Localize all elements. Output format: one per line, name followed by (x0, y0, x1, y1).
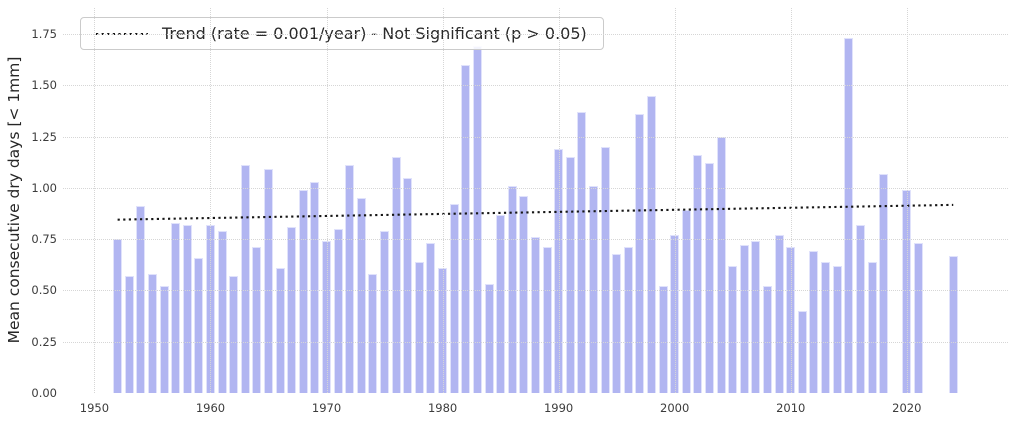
x-tick-label: 2010 (776, 401, 806, 415)
bar-1956 (159, 286, 169, 393)
bar-2004 (716, 136, 726, 393)
bar-1965 (263, 169, 273, 393)
v-gridline (906, 8, 908, 393)
bar-1957 (171, 222, 181, 393)
bar-2013 (821, 261, 831, 393)
bar-1958 (182, 224, 192, 393)
y-tick-label: 0.00 (31, 386, 57, 400)
legend-label: Trend (rate = 0.001/year) - Not Signific… (162, 24, 587, 43)
bar-1979 (426, 243, 436, 393)
bar-1966 (275, 267, 285, 393)
bar-1963 (240, 165, 250, 393)
bar-1989 (542, 247, 552, 393)
bar-2002 (693, 155, 703, 393)
bar-1969 (310, 181, 320, 393)
h-gridline (63, 136, 1008, 138)
y-tick-label: 1.25 (31, 129, 57, 144)
y-tick-label: 1.00 (31, 180, 57, 195)
bar-1992 (577, 111, 587, 393)
bar-2016 (855, 224, 865, 393)
y-tick-label: 1.75 (31, 27, 57, 41)
bar-2011 (797, 310, 807, 393)
bar-2006 (739, 245, 749, 393)
bar-1976 (391, 157, 401, 393)
h-gridline (63, 290, 1008, 292)
bar-1981 (449, 204, 459, 393)
bar-1991 (565, 157, 575, 393)
v-gridline (790, 8, 792, 393)
v-gridline (558, 8, 560, 393)
bar-2008 (763, 286, 773, 393)
bar-2015 (844, 38, 854, 393)
x-tick-label: 1980 (427, 401, 458, 415)
bar-2003 (705, 163, 715, 393)
bar-1954 (136, 206, 146, 393)
bar-1962 (229, 276, 239, 393)
v-gridline (326, 8, 328, 393)
x-tick-label: 1950 (79, 401, 110, 415)
bar-2009 (774, 235, 784, 393)
legend: Trend (rate = 0.001/year) - Not Signific… (80, 17, 604, 50)
h-gridline (63, 34, 1008, 35)
bar-2014 (832, 265, 842, 393)
v-gridline (94, 8, 96, 393)
plot-area: Trend (rate = 0.001/year) - Not Signific… (63, 8, 1008, 393)
x-tick-label: 2020 (892, 401, 922, 415)
bar-2007 (751, 241, 761, 393)
v-gridline (674, 8, 676, 393)
y-tick-label: 1.50 (31, 78, 57, 93)
bar-1972 (345, 165, 355, 393)
y-tick-label: 0.75 (31, 232, 57, 247)
bar-1959 (194, 257, 204, 393)
y-axis-label: Mean consecutive dry days [< 1mm] (5, 56, 23, 344)
bar-1997 (635, 114, 645, 393)
v-gridline (442, 8, 444, 393)
bar-1971 (333, 228, 343, 393)
bar-1955 (147, 274, 157, 393)
bar-1995 (612, 253, 622, 393)
bar-1973 (356, 198, 366, 393)
bar-1967 (287, 226, 297, 393)
bar-2024 (948, 255, 958, 393)
bar-1975 (380, 230, 390, 393)
bar-1978 (414, 261, 424, 393)
bar-1994 (600, 146, 610, 393)
bar-1999 (658, 286, 668, 393)
bar-1977 (403, 177, 413, 393)
bar-1984 (484, 284, 494, 393)
bar-1993 (588, 185, 598, 393)
bar-2018 (879, 173, 889, 393)
bar-1964 (252, 247, 262, 393)
x-tick-label: 1960 (195, 401, 226, 415)
h-gridline (63, 239, 1008, 241)
bar-1987 (519, 196, 529, 393)
v-gridline (210, 8, 212, 393)
bar-1952 (113, 239, 123, 393)
bar-1985 (496, 214, 506, 393)
x-tick-label: 1990 (543, 401, 574, 415)
bar-1953 (124, 276, 134, 393)
x-tick-label: 2000 (660, 401, 690, 415)
bar-1974 (368, 274, 378, 393)
bar-1998 (646, 95, 656, 393)
bar-2012 (809, 251, 819, 393)
bar-1982 (461, 64, 471, 393)
bar-2021 (913, 243, 923, 393)
h-gridline (63, 341, 1008, 343)
bar-2005 (728, 265, 738, 393)
bar-1996 (623, 247, 633, 393)
x-tick-label: 1970 (311, 401, 342, 415)
bar-2001 (681, 210, 691, 393)
bar-1988 (530, 237, 540, 393)
h-gridline (63, 187, 1008, 189)
y-tick-label: 0.25 (31, 334, 57, 349)
bar-1961 (217, 230, 227, 393)
bar-1986 (507, 185, 517, 393)
bar-1968 (298, 189, 308, 393)
h-gridline (63, 85, 1008, 87)
y-tick-label: 0.50 (31, 283, 57, 298)
bar-2017 (867, 261, 877, 393)
